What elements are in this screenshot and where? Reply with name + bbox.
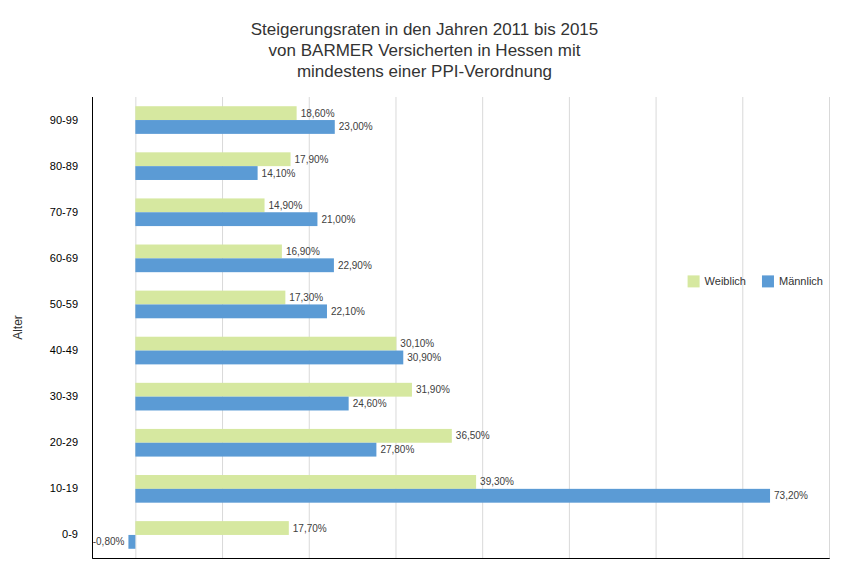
x-axis-line	[93, 97, 830, 559]
data-label: 24,60%	[353, 398, 387, 409]
data-label: 23,00%	[339, 121, 373, 132]
y-tick: 10-19	[50, 482, 92, 494]
data-label: -0,80%	[93, 536, 125, 547]
y-tick-label: 0-9	[62, 528, 78, 540]
data-label: 16,90%	[286, 246, 320, 257]
data-label: 27,80%	[380, 444, 414, 455]
data-label: 30,90%	[407, 352, 441, 363]
y-tick: 30-39	[50, 390, 92, 402]
legend-item: Weiblich	[688, 275, 746, 287]
title-line: von BARMER Versicherten in Hessen mit	[269, 41, 581, 60]
data-label: 39,30%	[480, 476, 514, 487]
y-tick: 80-89	[50, 160, 92, 172]
bar	[135, 166, 257, 180]
y-tick: 50-59	[50, 298, 92, 310]
data-label: 17,30%	[289, 292, 323, 303]
bar	[135, 258, 334, 272]
y-tick-label: 80-89	[50, 160, 78, 172]
plot: 17,70% 39,30% 36,50% 31,90% 30,10% 17,30% 16,9…	[50, 97, 830, 559]
legend-label: Weiblich	[705, 275, 746, 287]
y-tick: 70-79	[50, 206, 92, 218]
y-axis-title: Alter	[11, 315, 25, 340]
bar	[128, 535, 135, 549]
title-line: Steigerungsraten in den Jahren 2011 bis …	[251, 20, 599, 39]
data-label: 31,90%	[416, 384, 450, 395]
bar	[135, 120, 334, 134]
bar	[135, 198, 264, 212]
grid-line	[829, 97, 830, 558]
y-tick: 90-99	[50, 114, 92, 126]
bar	[135, 443, 376, 457]
y-axis: 0-9 10-19 20-29 30-39 40-49 50-59 60-69 70-79 80…	[50, 98, 93, 559]
y-tick: 60-69	[50, 252, 92, 264]
y-tick-label: 90-99	[50, 114, 78, 126]
legend-swatch	[688, 275, 700, 287]
y-axis-line	[92, 98, 93, 559]
title-line: mindestens einer PPI-Verordnung	[297, 62, 552, 81]
y-tick: 40-49	[50, 344, 92, 356]
bar	[135, 291, 285, 305]
legend-item: Männlich	[762, 275, 823, 287]
data-label: 21,00%	[321, 214, 355, 225]
data-label: 17,90%	[295, 154, 329, 165]
bar	[135, 212, 317, 226]
data-label: 14,10%	[262, 168, 296, 179]
bar	[135, 383, 412, 397]
data-label: 22,90%	[338, 260, 372, 271]
chart: Steigerungsraten in den Jahren 2011 bis …	[0, 0, 849, 576]
x-tick	[829, 97, 830, 558]
y-tick-label: 30-39	[50, 390, 78, 402]
title: Steigerungsraten in den Jahren 2011 bis …	[251, 20, 599, 81]
bar	[135, 304, 327, 318]
y-tick-label: 20-29	[50, 436, 78, 448]
bar	[135, 152, 290, 166]
bar	[135, 106, 296, 120]
y-tick: 20-29	[50, 436, 92, 448]
legend-swatch	[762, 275, 774, 287]
bar	[135, 489, 770, 503]
y-tick-label: 70-79	[50, 206, 78, 218]
y-tick-label: 50-59	[50, 298, 78, 310]
bar	[135, 397, 348, 411]
data-label: 18,60%	[301, 108, 335, 119]
data-label: 73,20%	[774, 490, 808, 501]
bar	[135, 475, 476, 489]
legend-label: Männlich	[779, 275, 823, 287]
y-tick-label: 60-69	[50, 252, 78, 264]
data-label: 22,10%	[331, 306, 365, 317]
y-tick-label: 40-49	[50, 344, 78, 356]
data-label: 30,10%	[400, 338, 434, 349]
bar	[135, 429, 451, 443]
data-label: 36,50%	[456, 430, 490, 441]
data-label: 17,70%	[293, 523, 327, 534]
y-tick: 0-9	[62, 528, 92, 540]
bar	[135, 245, 282, 259]
data-labels: 17,70% 39,30% 36,50% 31,90% 30,10% 17,30% 16,9…	[93, 108, 808, 548]
bars	[128, 106, 770, 549]
data-label: 14,90%	[269, 200, 303, 211]
x-axis	[93, 97, 830, 559]
legend: Weiblich Männlich	[688, 275, 823, 287]
bar	[135, 521, 288, 535]
bar	[135, 337, 396, 351]
bar	[135, 351, 403, 365]
y-tick-label: 10-19	[50, 482, 78, 494]
